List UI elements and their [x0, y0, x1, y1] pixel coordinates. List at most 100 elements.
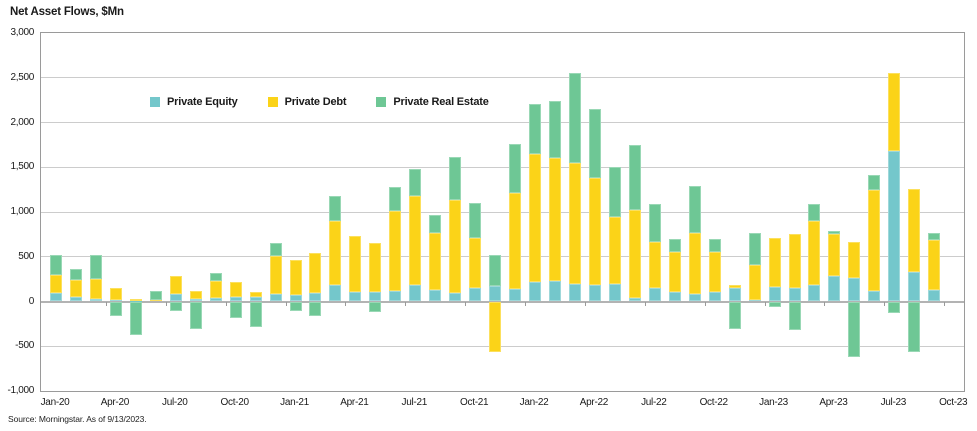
bar-segment [309, 293, 322, 302]
bar-segment [389, 187, 402, 212]
bar-segment [369, 301, 382, 313]
bar-segment [449, 157, 462, 201]
bar-segment [588, 284, 601, 302]
bar-segment [50, 274, 62, 294]
bar-segment [50, 254, 62, 275]
bar-segment [489, 285, 502, 302]
x-axis-label: Jan-22 [519, 397, 549, 408]
bar-segment [828, 234, 841, 276]
bar-segment [768, 237, 781, 287]
bar-segment [668, 239, 681, 252]
bar-segment [69, 280, 82, 298]
bar-segment [289, 301, 302, 312]
bar-segment [788, 301, 801, 331]
bar-segment [189, 298, 202, 302]
bar-segment [389, 290, 402, 302]
bar-segment [608, 284, 621, 302]
bar-segment [69, 297, 82, 302]
axis-minor-tick [165, 301, 167, 306]
bar-segment [688, 294, 701, 302]
bar-segment [329, 196, 342, 222]
private-equity-swatch-icon [150, 97, 160, 107]
bar-segment [928, 239, 941, 290]
bar-segment [109, 288, 122, 300]
bar-segment [89, 298, 102, 302]
axis-minor-tick [764, 301, 766, 306]
axis-minor-tick [525, 301, 527, 306]
bar-segment [748, 264, 761, 300]
bar-segment [549, 101, 561, 159]
bar-segment [529, 103, 542, 155]
y-axis-label: 3,000 [10, 27, 34, 38]
private-debt-swatch-icon [267, 97, 278, 107]
bar-segment [888, 301, 901, 314]
bar-segment [169, 293, 182, 302]
bar-segment [409, 285, 422, 302]
gridline [41, 122, 964, 123]
bar-segment [189, 290, 202, 299]
bar-segment [768, 301, 781, 308]
bar-segment [269, 255, 282, 295]
bar-segment [269, 294, 282, 302]
bar-segment [109, 299, 122, 302]
y-axis-label: 2,000 [10, 116, 34, 128]
bar-segment [768, 286, 781, 302]
bar-segment [289, 294, 302, 302]
bar-segment [129, 301, 142, 335]
bar-segment [409, 196, 422, 286]
bar-segment [648, 203, 661, 242]
bar-segment [848, 301, 861, 357]
bar-segment [169, 275, 182, 294]
bar-segment [908, 189, 921, 272]
bar-segment [668, 251, 681, 292]
bar-segment [189, 301, 202, 330]
axis-minor-tick [465, 301, 467, 306]
x-axis-label: Apr-21 [340, 397, 369, 408]
bar-segment [608, 217, 621, 285]
bar-segment [429, 233, 442, 290]
axis-minor-tick [405, 301, 407, 306]
bar-segment [509, 144, 522, 194]
bar-segment [728, 301, 741, 329]
source-note: Source: Morningstar. As of 9/13/2023. [8, 414, 147, 424]
bar-segment [469, 238, 482, 288]
axis-minor-tick [824, 301, 826, 306]
gridline [41, 256, 964, 258]
zero-gridline [41, 300, 964, 303]
bar-segment [928, 289, 941, 302]
axis-minor-tick [704, 301, 706, 306]
x-axis-label: Oct-20 [220, 397, 250, 408]
x-axis-label: Oct-21 [460, 397, 489, 408]
x-axis-label: Oct-22 [699, 397, 729, 408]
bar-segment [289, 259, 302, 295]
bar-segment [209, 273, 222, 281]
y-axis-label: 500 [18, 250, 34, 262]
x-axis-label: Apr-22 [579, 397, 609, 408]
y-axis-label: -1,000 [7, 385, 34, 396]
bar-segment [529, 282, 542, 302]
y-axis-label: -500 [15, 340, 34, 352]
bar-segment [469, 287, 482, 302]
bar-segment [69, 269, 82, 280]
bar-segment [928, 232, 941, 240]
bar-segment [129, 300, 142, 302]
legend-item-private-debt: Private Debt [267, 96, 347, 108]
bar-segment [648, 287, 661, 302]
bar-segment [848, 241, 861, 279]
plot-area [40, 32, 965, 392]
bar-segment [868, 290, 881, 302]
bar-segment [249, 301, 262, 327]
bar-segment [568, 284, 581, 302]
bar-segment [708, 239, 721, 252]
legend-label-private-equity: Private Equity [167, 96, 238, 108]
gridline [41, 77, 964, 79]
y-axis-label: 0 [28, 295, 35, 307]
bar-segment [728, 288, 741, 302]
bar-segment [688, 233, 701, 295]
bar-segment [149, 300, 162, 302]
bar-segment [449, 200, 462, 294]
bar-segment [888, 73, 901, 152]
bar-segment [169, 301, 182, 312]
bar-segment [888, 151, 901, 302]
